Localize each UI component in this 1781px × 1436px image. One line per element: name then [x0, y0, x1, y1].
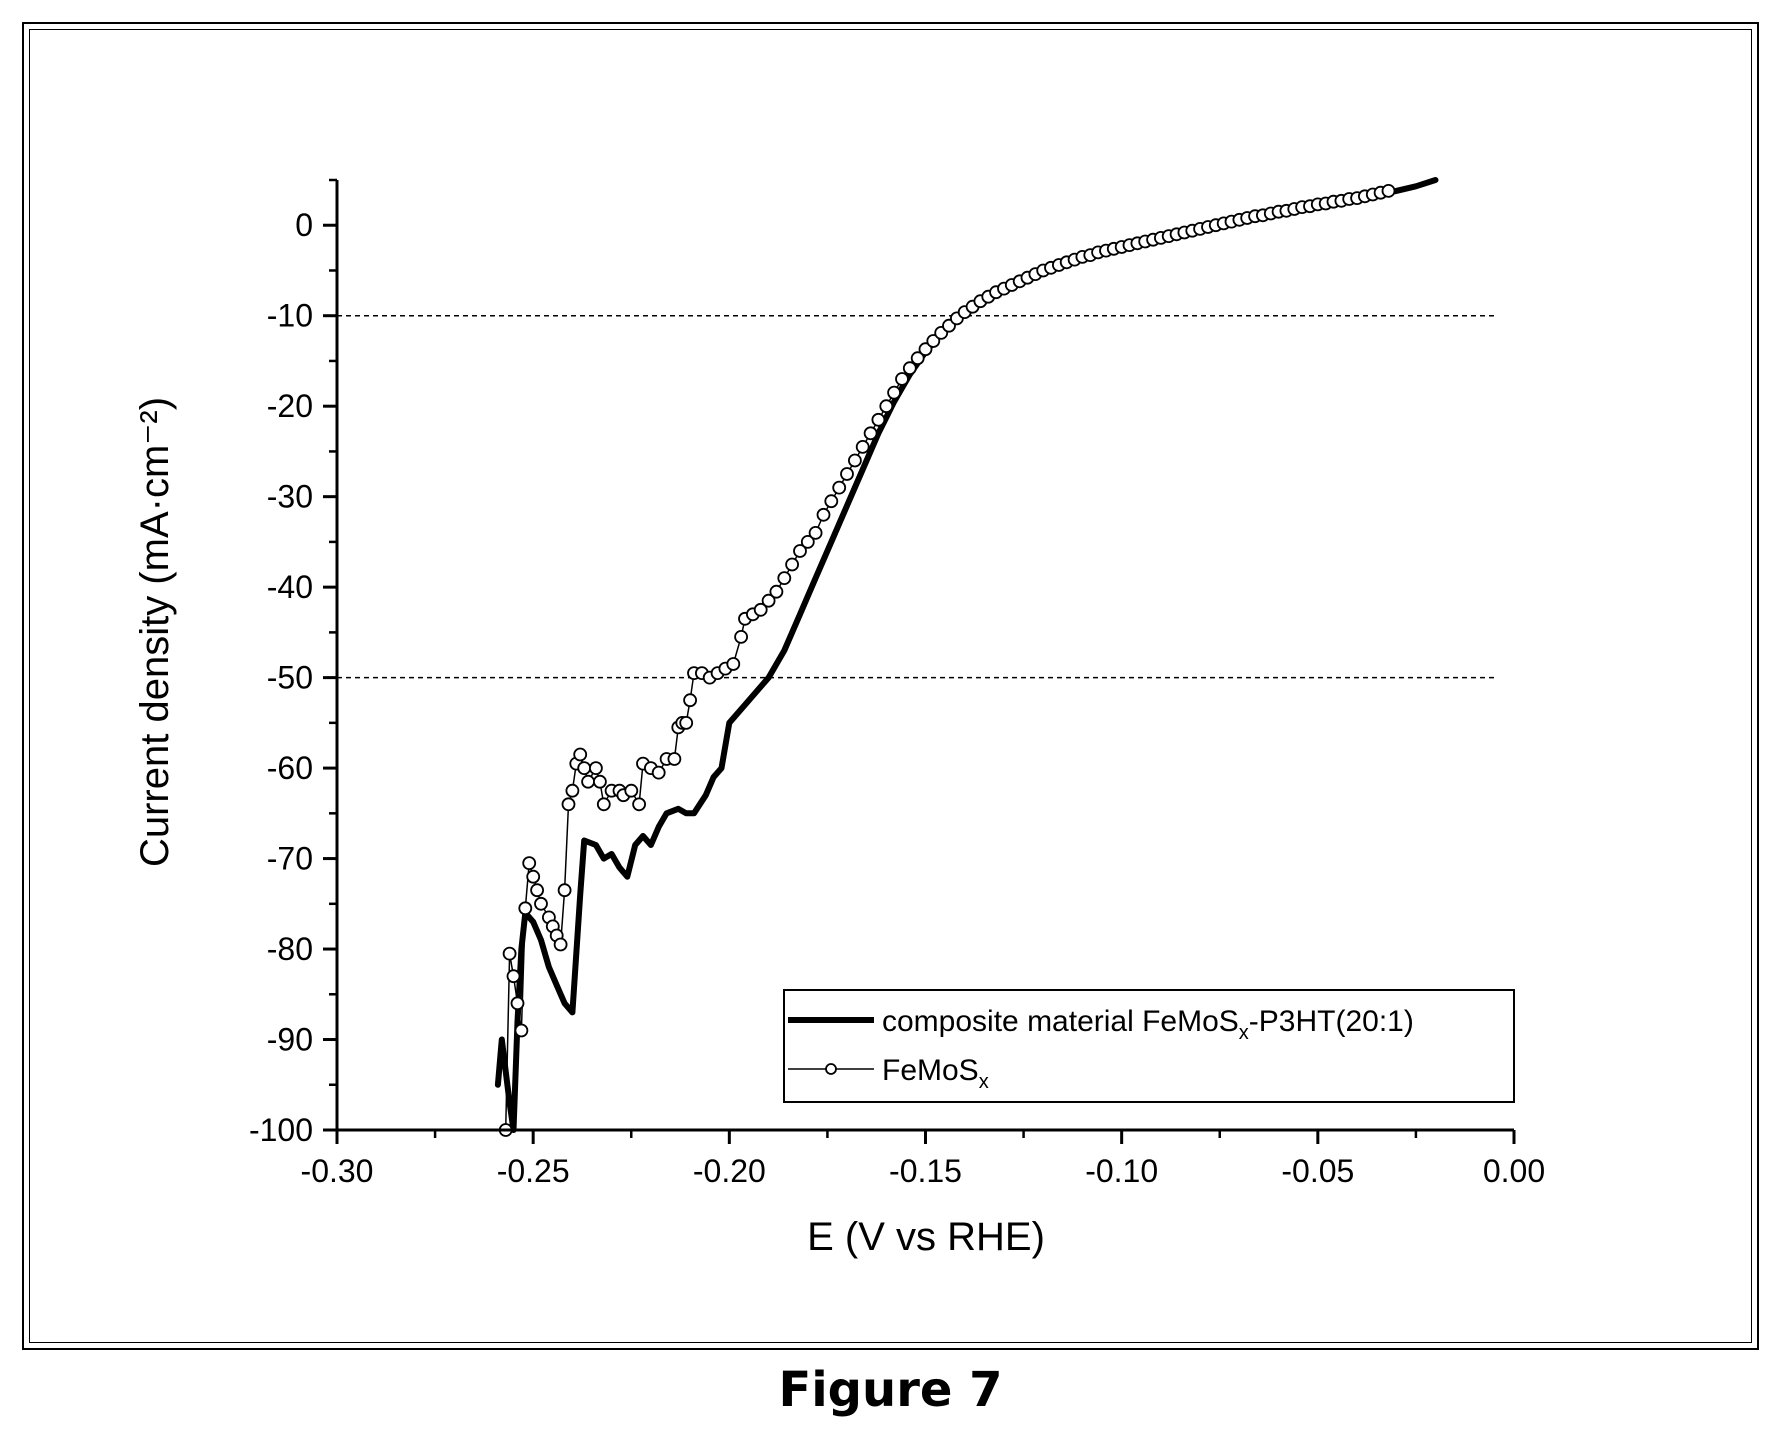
legend: composite material FeMoSx-P3HT(20:1) FeM… — [783, 989, 1515, 1103]
x-tick-label: 0.00 — [1483, 1153, 1545, 1189]
reference-lines — [337, 314, 1495, 679]
data-point-femosx — [557, 883, 572, 898]
x-tick-label: -0.20 — [693, 1153, 766, 1189]
data-point-femosx — [777, 571, 792, 585]
chart: -0.30 -0.25 -0.20 -0.15 -0.10 -0.05 0.00 0 -10 -2… — [133, 177, 1545, 1259]
data-point-femosx — [553, 937, 568, 952]
y-tick-label: -70 — [267, 841, 313, 877]
data-point-femosx — [832, 480, 847, 495]
y-tick-label: -80 — [267, 931, 313, 967]
data-point-femosx — [910, 351, 925, 366]
data-point-femosx — [506, 969, 521, 984]
y-tick-label: -100 — [249, 1112, 313, 1148]
figure-caption: Figure 7 — [778, 1362, 1003, 1418]
data-point-femosx — [522, 856, 537, 870]
series-line-composite — [494, 177, 1439, 1133]
data-point-femosx — [918, 342, 933, 357]
data-point-femosx — [667, 752, 682, 766]
data-point-femosx — [651, 765, 666, 780]
data-point-femosx — [816, 507, 831, 522]
x-axis-title: E (V vs RHE) — [807, 1215, 1045, 1259]
data-point-femosx — [734, 630, 748, 644]
data-point-femosx — [589, 761, 603, 775]
x-tick-label: -0.25 — [497, 1153, 570, 1189]
tick-labels: -0.30 -0.25 -0.20 -0.15 -0.10 -0.05 0.00 0 -10 -2… — [249, 207, 1545, 1189]
data-point-femosx — [761, 593, 776, 608]
legend-swatch-femosx-marker — [825, 1063, 837, 1075]
data-point-femosx — [632, 797, 646, 812]
y-tick-label: -10 — [267, 298, 313, 334]
data-point-femosx — [863, 426, 878, 441]
legend-label-femosx-main: FeMoS — [882, 1054, 979, 1087]
data-point-femosx — [530, 883, 544, 898]
data-point-femosx — [785, 557, 799, 572]
data-point-femosx — [624, 783, 639, 798]
y-tick-label: -40 — [267, 569, 313, 605]
y-tick-label: 0 — [295, 207, 313, 243]
data-point-femosx — [1381, 183, 1396, 198]
data-point-femosx — [565, 783, 580, 798]
legend-label-composite-main: composite material FeMoS — [882, 1005, 1239, 1038]
data-point-femosx — [753, 602, 768, 617]
data-point-femosx — [726, 657, 741, 671]
data-point-femosx — [526, 869, 541, 884]
y-axis-title: Current density (mA·cm⁻²) — [133, 397, 177, 867]
data-point-femosx — [840, 467, 854, 481]
data-point-femosx — [871, 412, 886, 427]
data-point-femosx — [534, 896, 548, 911]
data-point-femosx — [683, 693, 697, 708]
data-point-femosx — [848, 453, 862, 468]
x-tick-label: -0.15 — [889, 1153, 962, 1189]
legend-box — [783, 989, 1515, 1103]
x-tick-label: -0.30 — [301, 1153, 374, 1189]
data-point-femosx — [573, 747, 588, 762]
data-point-femosx — [510, 996, 525, 1011]
data-point-femosx — [561, 797, 576, 812]
axes — [335, 180, 1514, 1132]
data-point-femosx — [514, 1023, 529, 1038]
legend-label-femosx: FeMoSx — [882, 1054, 989, 1093]
x-tick-label: -0.10 — [1085, 1153, 1158, 1189]
data-point-femosx — [577, 761, 592, 775]
data-point-femosx — [596, 797, 611, 812]
data-point-femosx — [769, 584, 784, 599]
data-point-femosx — [895, 372, 909, 386]
data-point-femosx — [502, 946, 517, 961]
data-point-femosx — [824, 494, 839, 509]
data-point-femosx — [793, 544, 807, 558]
data-point-femosx — [855, 439, 870, 454]
data-point-femosx — [926, 334, 941, 348]
series-layer — [494, 177, 1439, 1137]
y-axis-title-group: Current density (mA·cm⁻²) — [133, 397, 177, 867]
y-tick-label: -30 — [267, 479, 313, 515]
data-point-femosx — [808, 526, 823, 540]
figure-frame-inner — [29, 29, 1752, 1343]
y-tick-label: -60 — [267, 750, 313, 786]
data-point-femosx — [679, 716, 694, 730]
y-tick-label: -90 — [267, 1022, 313, 1058]
figure-frame-outer — [22, 22, 1759, 1350]
x-tick-label: -0.05 — [1281, 1153, 1354, 1189]
legend-label-composite: composite material FeMoSx-P3HT(20:1) — [882, 1005, 1414, 1044]
data-point-femosx — [800, 535, 815, 549]
ticks — [323, 178, 1516, 1144]
legend-label-femosx-sub: x — [979, 1071, 989, 1093]
y-tick-label: -20 — [267, 388, 313, 424]
legend-label-composite-tail: -P3HT(20:1) — [1249, 1005, 1414, 1038]
data-point-femosx — [887, 385, 901, 400]
y-tick-label: -50 — [267, 660, 313, 696]
legend-label-composite-sub: x — [1239, 1022, 1249, 1044]
data-point-femosx — [518, 901, 533, 916]
data-point-femosx — [581, 774, 595, 789]
data-point-femosx — [902, 361, 917, 376]
data-point-femosx — [593, 774, 607, 789]
data-point-femosx — [879, 399, 894, 414]
